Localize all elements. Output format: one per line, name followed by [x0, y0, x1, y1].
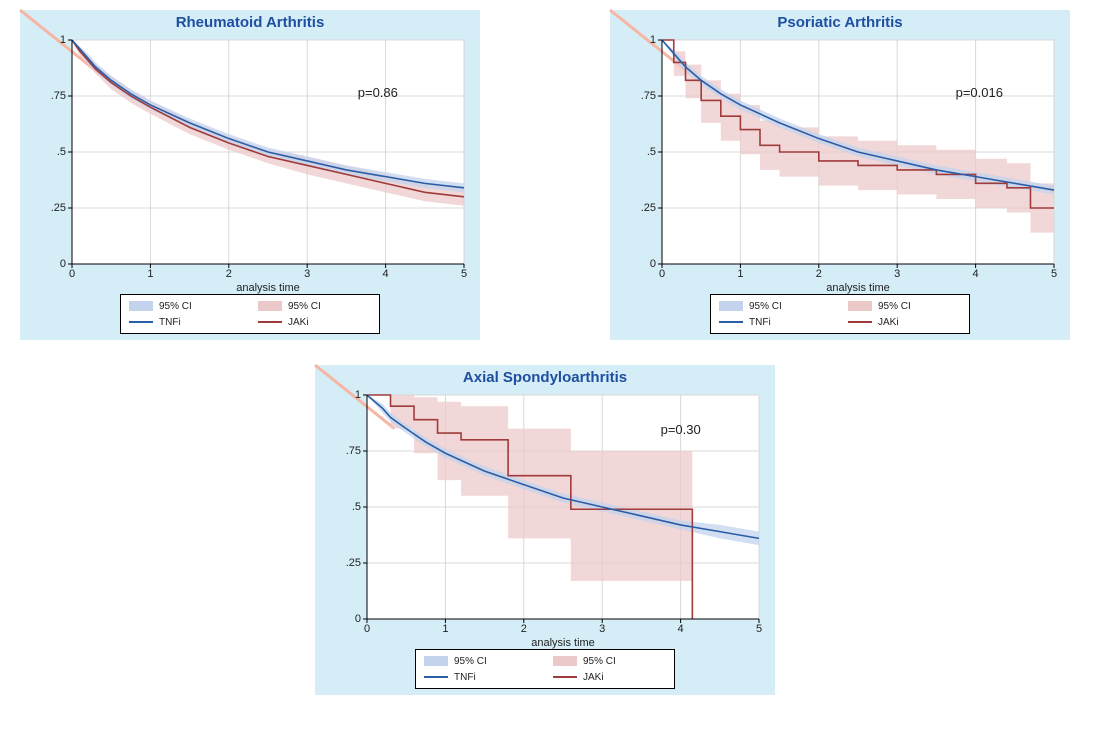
- panel-ax: Axial Spondyloarthritis 0.25.5.751012345p…: [315, 365, 775, 695]
- panel-psa: Psoriatic Arthritis 0.25.5.751012345p=0.0…: [610, 10, 1070, 340]
- xtick-label: 2: [521, 619, 527, 635]
- ytick-label: .25: [641, 202, 662, 214]
- legend-swatch-line: [848, 321, 872, 323]
- legend-item: 95% CI: [719, 299, 832, 313]
- xtick-label: 4: [973, 264, 979, 280]
- legend-label: 95% CI: [583, 656, 616, 667]
- xtick-label: 1: [442, 619, 448, 635]
- ytick-label: .5: [352, 501, 367, 513]
- legend-swatch-fill: [848, 301, 872, 311]
- ytick-label: .25: [51, 202, 72, 214]
- legend-label: 95% CI: [288, 301, 321, 312]
- xtick-label: 2: [816, 264, 822, 280]
- legend-label: JAKi: [288, 317, 309, 328]
- survival-line-jaki: [72, 40, 464, 197]
- xtick-label: 0: [659, 264, 665, 280]
- ytick-label: .75: [346, 445, 367, 457]
- legend-swatch-line: [424, 676, 448, 678]
- legend-label: TNFi: [159, 317, 181, 328]
- xtick-label: 0: [364, 619, 370, 635]
- chart-title: Rheumatoid Arthritis: [20, 14, 480, 31]
- legend-swatch-fill: [719, 301, 743, 311]
- chart-title: Psoriatic Arthritis: [610, 14, 1070, 31]
- xtick-label: 0: [69, 264, 75, 280]
- legend-item: TNFi: [129, 315, 242, 329]
- x-axis-label: analysis time: [531, 637, 595, 649]
- ytick-label: 1: [60, 34, 72, 46]
- ytick-label: .5: [57, 146, 72, 158]
- legend-label: 95% CI: [454, 656, 487, 667]
- chart-svg: [72, 40, 464, 264]
- ci-band-tnfi: [72, 40, 464, 192]
- ytick-label: .75: [51, 90, 72, 102]
- legend-item: 95% CI: [424, 654, 537, 668]
- chart-title: Axial Spondyloarthritis: [315, 369, 775, 386]
- ytick-label: 1: [355, 389, 367, 401]
- xtick-label: 1: [147, 264, 153, 280]
- legend-swatch-line: [719, 321, 743, 323]
- plot-area: 0.25.5.751012345p=0.30: [367, 395, 759, 619]
- legend-label: TNFi: [749, 317, 771, 328]
- legend-item: 95% CI: [129, 299, 242, 313]
- legend-label: JAKi: [583, 672, 604, 683]
- legend: 95% CI 95% CI TNFi JAKi: [120, 294, 380, 334]
- xtick-label: 4: [678, 619, 684, 635]
- p-value-label: p=0.86: [358, 85, 398, 100]
- xtick-label: 4: [383, 264, 389, 280]
- xtick-label: 3: [304, 264, 310, 280]
- p-value-label: p=0.016: [956, 85, 1003, 100]
- ci-band-jaki: [662, 40, 1054, 233]
- legend-item: 95% CI: [258, 299, 371, 313]
- xtick-label: 5: [756, 619, 762, 635]
- legend-item: 95% CI: [848, 299, 961, 313]
- legend-label: JAKi: [878, 317, 899, 328]
- legend-swatch-fill: [553, 656, 577, 666]
- legend-swatch-fill: [424, 656, 448, 666]
- x-axis-label: analysis time: [826, 282, 890, 294]
- legend-item: JAKi: [258, 315, 371, 329]
- legend-item: TNFi: [719, 315, 832, 329]
- panel-ra: Rheumatoid Arthritis 0.25.5.751012345p=0.…: [20, 10, 480, 340]
- legend-label: 95% CI: [159, 301, 192, 312]
- xtick-label: 2: [226, 264, 232, 280]
- legend-swatch-line: [258, 321, 282, 323]
- ytick-label: .25: [346, 557, 367, 569]
- legend-label: 95% CI: [749, 301, 782, 312]
- legend-item: TNFi: [424, 670, 537, 684]
- ytick-label: .5: [647, 146, 662, 158]
- ytick-label: 1: [650, 34, 662, 46]
- plot-area: 0.25.5.751012345p=0.86: [72, 40, 464, 264]
- p-value-label: p=0.30: [661, 422, 701, 437]
- legend-label: 95% CI: [878, 301, 911, 312]
- xtick-label: 3: [894, 264, 900, 280]
- legend-swatch-line: [553, 676, 577, 678]
- legend: 95% CI 95% CI TNFi JAKi: [415, 649, 675, 689]
- legend-swatch-fill: [258, 301, 282, 311]
- xtick-label: 1: [737, 264, 743, 280]
- legend-item: 95% CI: [553, 654, 666, 668]
- xtick-label: 5: [461, 264, 467, 280]
- legend: 95% CI 95% CI TNFi JAKi: [710, 294, 970, 334]
- chart-svg: [662, 40, 1054, 264]
- legend-swatch-fill: [129, 301, 153, 311]
- legend-item: JAKi: [848, 315, 961, 329]
- x-axis-label: analysis time: [236, 282, 300, 294]
- plot-area: 0.25.5.751012345p=0.016: [662, 40, 1054, 264]
- ytick-label: .75: [641, 90, 662, 102]
- survival-line-tnfi: [72, 40, 464, 188]
- legend-swatch-line: [129, 321, 153, 323]
- legend-item: JAKi: [553, 670, 666, 684]
- xtick-label: 3: [599, 619, 605, 635]
- xtick-label: 5: [1051, 264, 1057, 280]
- legend-label: TNFi: [454, 672, 476, 683]
